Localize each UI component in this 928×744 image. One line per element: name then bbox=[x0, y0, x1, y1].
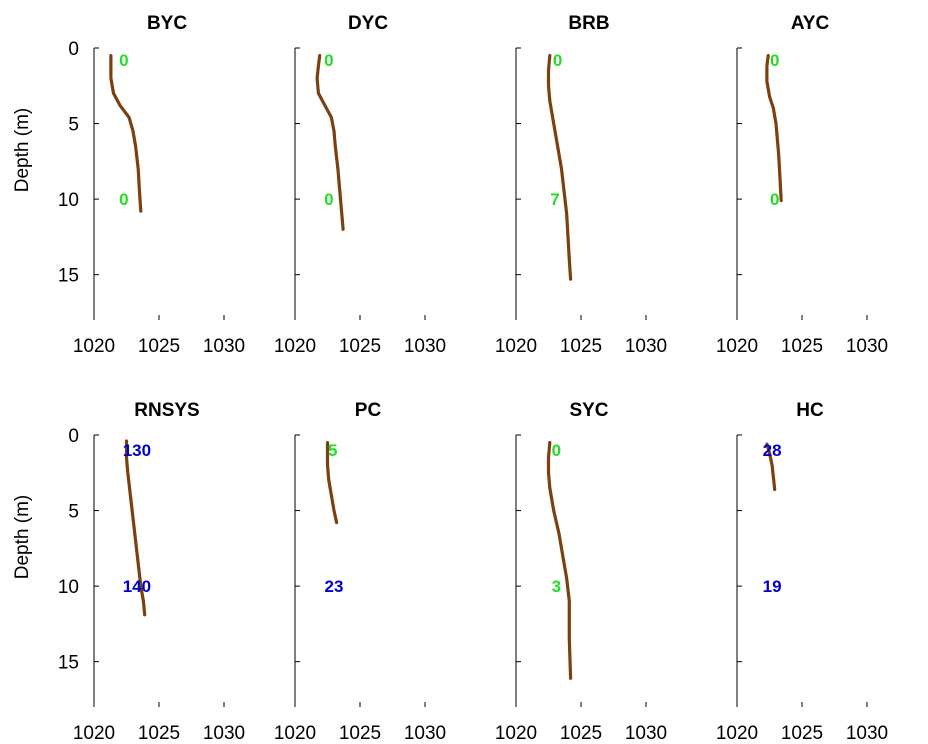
count-annotation: 130 bbox=[123, 441, 151, 460]
x-tick-label: 1020 bbox=[73, 336, 115, 357]
y-axis-label: Depth (m) bbox=[12, 495, 33, 579]
density-profile-line bbox=[109, 53, 143, 213]
count-annotation: 3 bbox=[552, 577, 561, 596]
subplot-hc: 1020 1025 1030 HC 28 19 bbox=[716, 400, 888, 744]
density-profile-line bbox=[765, 53, 783, 203]
x-tick-label: 1020 bbox=[716, 723, 758, 744]
x-tick-label: 1020 bbox=[73, 723, 115, 744]
count-annotation: 0 bbox=[770, 190, 779, 209]
y-tick-label: 15 bbox=[58, 653, 79, 674]
x-tick-label: 1030 bbox=[846, 723, 888, 744]
x-tick-label: 1025 bbox=[560, 336, 602, 357]
y-axis-label: Depth (m) bbox=[12, 108, 33, 192]
count-annotation: 23 bbox=[325, 577, 344, 596]
x-tick-label: 1025 bbox=[138, 723, 180, 744]
x-tick-label: 1020 bbox=[274, 723, 316, 744]
density-profile-line bbox=[325, 441, 339, 525]
x-tick-label: 1025 bbox=[781, 336, 823, 357]
count-annotation: 0 bbox=[552, 441, 561, 460]
x-tick-label: 1030 bbox=[203, 723, 245, 744]
subplot-brb: 1020 1025 1030 BRB 0 7 bbox=[495, 13, 667, 357]
count-annotation: 7 bbox=[550, 190, 559, 209]
subplot-title: DYC bbox=[348, 13, 388, 34]
subplot-title: HC bbox=[796, 400, 824, 421]
subplot-title: AYC bbox=[791, 13, 830, 34]
count-annotation: 5 bbox=[328, 441, 337, 460]
count-annotation: 0 bbox=[119, 51, 128, 70]
count-annotation: 0 bbox=[119, 190, 128, 209]
x-tick-label: 1020 bbox=[495, 723, 537, 744]
subplot-title: RNSYS bbox=[134, 400, 199, 421]
x-tick-label: 1025 bbox=[138, 336, 180, 357]
count-annotation: 0 bbox=[770, 51, 779, 70]
x-tick-label: 1030 bbox=[846, 336, 888, 357]
count-annotation: 0 bbox=[324, 190, 333, 209]
density-profile-line bbox=[546, 441, 573, 680]
subplot-title: BRB bbox=[568, 13, 609, 34]
y-tick-label: 15 bbox=[58, 266, 79, 287]
y-tick-label: 10 bbox=[58, 577, 79, 598]
x-tick-label: 1030 bbox=[404, 336, 446, 357]
density-profile-line bbox=[546, 53, 573, 281]
subplot-pc: 1020 1025 1030 PC 5 23 bbox=[274, 400, 446, 744]
count-annotation: 28 bbox=[763, 441, 782, 460]
x-tick-label: 1025 bbox=[339, 336, 381, 357]
subplot-syc: 1020 1025 1030 SYC 0 3 bbox=[495, 400, 667, 744]
count-annotation: 140 bbox=[123, 577, 151, 596]
y-tick-label: 0 bbox=[68, 426, 79, 447]
x-tick-label: 1030 bbox=[625, 336, 667, 357]
density-profile-line bbox=[124, 439, 147, 617]
subplot-title: BYC bbox=[147, 13, 187, 34]
count-annotation: 19 bbox=[763, 577, 782, 596]
x-tick-label: 1025 bbox=[339, 723, 381, 744]
subplot-title: SYC bbox=[569, 400, 608, 421]
density-profile-line bbox=[765, 442, 777, 491]
x-tick-label: 1030 bbox=[404, 723, 446, 744]
x-tick-label: 1030 bbox=[625, 723, 667, 744]
y-tick-label: 10 bbox=[58, 190, 79, 211]
subplot-ayc: 1020 1025 1030 AYC 0 0 bbox=[716, 13, 888, 357]
y-tick-label: 5 bbox=[68, 115, 79, 136]
x-tick-label: 1020 bbox=[495, 336, 537, 357]
y-tick-label: 0 bbox=[68, 39, 79, 60]
x-tick-label: 1025 bbox=[560, 723, 602, 744]
density-profile-line bbox=[315, 53, 345, 231]
x-tick-label: 1020 bbox=[716, 336, 758, 357]
subplot-dyc: 1020 1025 1030 DYC 0 0 bbox=[274, 13, 446, 357]
x-tick-label: 1020 bbox=[274, 336, 316, 357]
count-annotation: 0 bbox=[324, 51, 333, 70]
count-annotation: 0 bbox=[553, 51, 562, 70]
x-tick-label: 1030 bbox=[203, 336, 245, 357]
x-tick-label: 1025 bbox=[781, 723, 823, 744]
y-tick-label: 5 bbox=[68, 502, 79, 523]
subplot-title: PC bbox=[355, 400, 382, 421]
